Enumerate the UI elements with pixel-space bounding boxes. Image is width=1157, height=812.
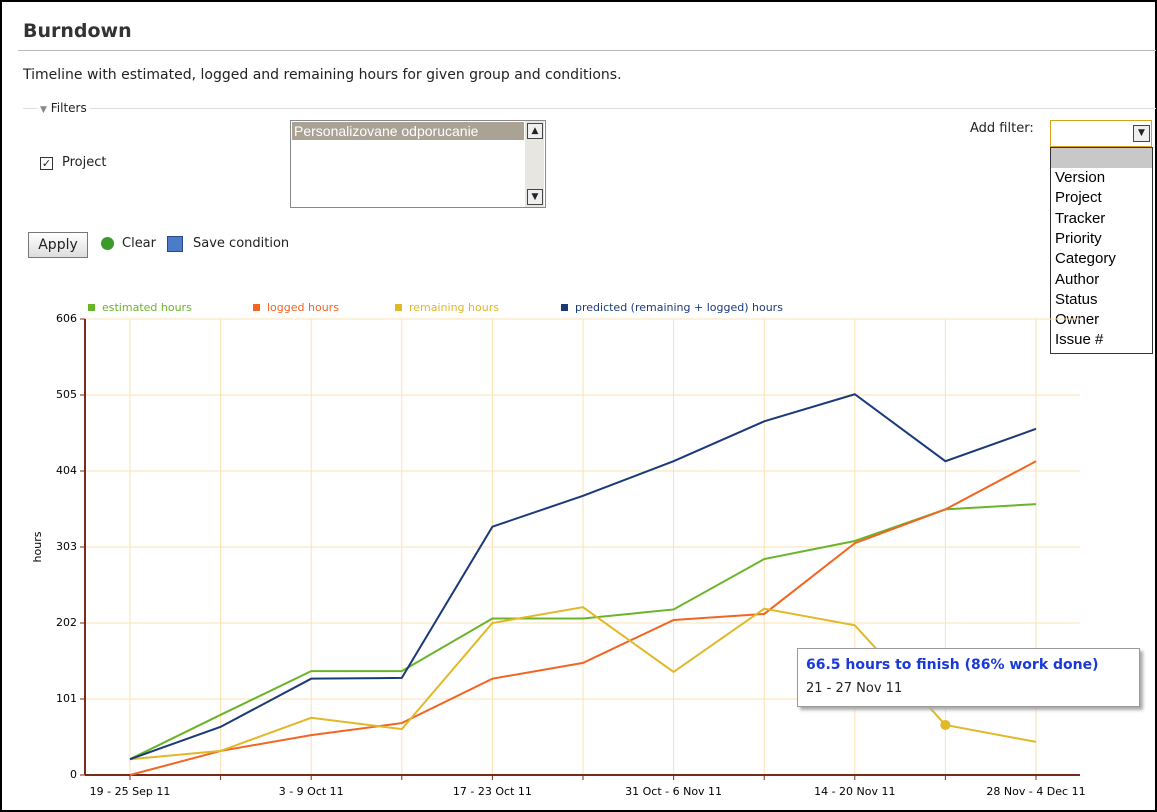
legend-marker: [395, 304, 402, 311]
apply-button[interactable]: Apply: [28, 232, 88, 258]
y-tick-label: 303: [56, 540, 77, 553]
tooltip: 66.5 hours to finish (86% work done) 21 …: [797, 648, 1140, 707]
legend-label: logged hours: [267, 301, 339, 314]
y-tick-label: 202: [56, 616, 77, 629]
filter-option[interactable]: Version: [1055, 169, 1106, 186]
filter-option[interactable]: Project: [1055, 189, 1102, 207]
series-line: [129, 460, 1037, 776]
y-tick-label: 505: [56, 388, 77, 401]
legend-label: remaining hours: [409, 301, 499, 314]
select-arrow[interactable]: ▼: [1133, 125, 1150, 142]
x-tick-label: 3 - 9 Oct 11: [279, 785, 344, 798]
clear-icon: [101, 237, 114, 250]
series-line: [129, 503, 1037, 761]
y-tick-label: 101: [56, 692, 77, 705]
legend-label: predicted (remaining + logged) hours: [575, 301, 783, 314]
tooltip-subtitle: 21 - 27 Nov 11: [806, 681, 903, 696]
description: Timeline with estimated, logged and rema…: [23, 67, 622, 83]
x-tick-label: 14 - 20 Nov 11: [814, 785, 895, 798]
y-tick-label: 606: [56, 312, 77, 325]
scroll-down[interactable]: ▼: [527, 189, 543, 205]
legend-label: estimated hours: [102, 301, 192, 314]
scroll-up[interactable]: ▲: [527, 123, 543, 139]
project-listbox[interactable]: Personalizovane odporucanie ▲ ▼: [290, 120, 546, 208]
filters-legend[interactable]: ▼ Filters: [37, 101, 90, 115]
filter-option[interactable]: Status: [1055, 290, 1098, 308]
filter-option[interactable]: Author: [1055, 270, 1100, 288]
clear-link[interactable]: Clear: [122, 236, 156, 251]
legend-marker: [88, 304, 95, 311]
y-tick-label: 404: [56, 464, 77, 477]
y-tick-label: 0: [70, 768, 77, 781]
legend-marker: [253, 304, 260, 311]
filter-option[interactable]: Owner: [1055, 311, 1100, 329]
tooltip-title: 66.5 hours to finish (86% work done): [806, 657, 1099, 673]
save-icon: [167, 236, 183, 252]
series-line: [129, 393, 1037, 761]
add-filter-select[interactable]: ▼: [1050, 120, 1152, 147]
title-rule: [18, 50, 1156, 51]
filter-option[interactable]: Issue #: [1055, 331, 1104, 349]
x-tick-label: 28 Nov - 4 Dec 11: [986, 785, 1085, 798]
add-filter-label: Add filter:: [970, 121, 1034, 136]
page-title: Burndown: [23, 20, 132, 42]
filter-option[interactable]: Priority: [1055, 229, 1102, 247]
legend-marker: [561, 304, 568, 311]
scrollbar[interactable]: [525, 121, 544, 207]
blank-option[interactable]: [1051, 148, 1152, 168]
x-tick-label: 31 Oct - 6 Nov 11: [625, 785, 722, 798]
project-checkbox[interactable]: ✓: [40, 157, 53, 170]
filters-rule: [23, 108, 1156, 109]
x-tick-label: 17 - 23 Oct 11: [453, 785, 532, 798]
project-label: Project: [62, 155, 107, 170]
highlight-point: [940, 719, 951, 730]
y-axis-label: hours: [31, 531, 44, 562]
add-filter-dropdown: Version Project Tracker Priority Category Aut…: [1050, 147, 1153, 354]
filters-legend-text: Filters: [50, 101, 87, 115]
project-option[interactable]: Personalizovane odporucanie: [292, 122, 524, 140]
filter-option[interactable]: Tracker: [1055, 209, 1106, 227]
x-tick-label: 19 - 25 Sep 11: [90, 785, 171, 798]
save-link[interactable]: Save condition: [193, 236, 290, 251]
filter-option[interactable]: Category: [1055, 250, 1116, 268]
